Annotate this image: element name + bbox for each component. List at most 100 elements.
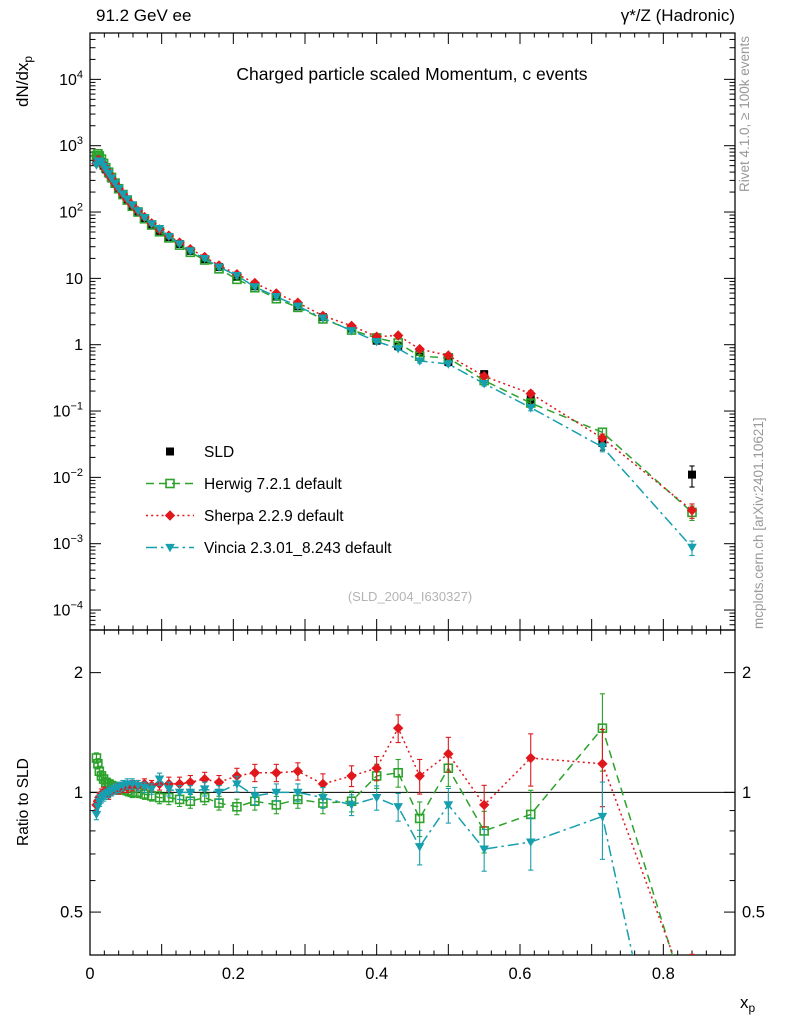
data-marker <box>393 767 403 778</box>
data-marker <box>232 271 242 281</box>
x-axis-tick-label: 0.6 <box>509 965 532 983</box>
data-marker <box>122 195 133 204</box>
y-axis-tick-label: 102 <box>59 202 83 222</box>
series-line <box>95 152 693 513</box>
data-marker <box>443 748 454 760</box>
ratio-tick-label: 1 <box>742 784 751 802</box>
y-axis-label-ratio: Ratio to SLD <box>15 758 32 846</box>
data-marker <box>525 388 536 399</box>
data-marker <box>525 838 536 847</box>
plot-title: Charged particle scaled Momentum, c even… <box>236 64 587 84</box>
y-axis-tick-label: 10−3 <box>53 533 83 553</box>
data-marker <box>393 803 403 812</box>
analysis-id-watermark: (SLD_2004_I630327) <box>348 589 472 604</box>
series-line <box>95 160 693 548</box>
data-marker <box>164 510 176 521</box>
main-panel-frame <box>89 32 736 631</box>
data-marker <box>687 543 697 553</box>
data-marker <box>118 190 128 199</box>
data-marker <box>597 812 608 822</box>
y-axis-tick-label: 10−1 <box>53 401 83 421</box>
data-marker <box>113 184 124 194</box>
data-marker <box>479 379 489 389</box>
data-marker <box>133 207 143 216</box>
data-marker <box>199 785 210 794</box>
ratio-tick-label: 1 <box>74 784 83 802</box>
data-marker <box>318 314 328 323</box>
data-marker <box>479 845 489 854</box>
data-marker <box>154 775 165 784</box>
data-marker <box>214 263 224 272</box>
y-axis-label-main: dN/dxp <box>13 56 35 107</box>
data-marker <box>414 770 425 782</box>
x-axis-label: xp <box>740 993 756 1015</box>
legend-label: Sherpa 2.2.9 default <box>204 508 344 525</box>
data-marker <box>443 801 454 810</box>
data-marker <box>154 792 165 803</box>
x-axis-tick-label: 0.8 <box>652 965 675 983</box>
data-marker <box>106 174 117 184</box>
data-marker <box>174 240 185 249</box>
data-marker <box>154 225 165 234</box>
ratio-panel-data <box>91 693 695 955</box>
data-marker <box>249 767 261 778</box>
data-marker <box>174 778 185 790</box>
main-panel-data <box>91 148 698 557</box>
y-axis-tick-label: 10 <box>65 271 83 288</box>
data-marker <box>139 214 150 223</box>
data-marker <box>146 785 157 794</box>
mcplots-citation-note: mcplots.cern.ch [arXiv:2401.10621] <box>751 417 766 629</box>
data-marker <box>392 722 404 734</box>
data-marker <box>317 778 329 790</box>
data-marker <box>91 810 102 820</box>
ratio-tick-label: 0.5 <box>742 904 765 922</box>
data-marker <box>597 758 608 769</box>
data-marker <box>293 302 303 312</box>
data-marker <box>525 404 536 413</box>
ratio-tick-label: 2 <box>74 664 83 682</box>
data-marker <box>127 201 138 210</box>
data-marker <box>174 788 185 798</box>
data-marker <box>414 357 425 366</box>
header-beam-energy: 91.2 GeV ee <box>96 6 191 25</box>
data-marker <box>688 470 696 479</box>
data-marker <box>443 360 454 369</box>
data-marker <box>525 752 536 764</box>
data-marker <box>214 788 224 798</box>
data-marker <box>250 792 260 801</box>
data-marker <box>213 777 225 788</box>
y-axis-tick-label: 103 <box>59 135 83 155</box>
data-marker <box>478 799 490 811</box>
ratio-series-line <box>95 726 674 955</box>
y-axis-tick-label: 1 <box>74 337 83 354</box>
rivet-version-note: Rivet 4.1.0, ≥ 100k events <box>737 36 752 192</box>
x-axis-tick-label: 0.2 <box>222 965 245 983</box>
data-marker <box>165 478 175 489</box>
x-axis-label-sub: p <box>749 1001 756 1015</box>
data-marker <box>346 327 357 336</box>
data-marker <box>371 794 382 803</box>
data-marker <box>478 371 490 382</box>
data-marker <box>597 443 608 452</box>
data-marker <box>185 247 196 256</box>
data-marker <box>371 337 382 347</box>
data-marker <box>271 788 282 798</box>
data-marker <box>139 783 150 793</box>
data-marker <box>164 232 174 242</box>
data-marker <box>292 766 304 777</box>
data-marker <box>414 343 425 355</box>
data-marker <box>318 794 328 803</box>
data-marker <box>199 254 210 264</box>
data-marker <box>393 344 403 354</box>
data-marker <box>91 753 102 763</box>
legend-label: SLD <box>204 444 234 461</box>
data-marker <box>597 433 608 444</box>
data-marker <box>165 543 175 553</box>
data-marker <box>443 350 454 361</box>
data-marker <box>166 447 174 456</box>
ratio-tick-label: 0.5 <box>60 904 83 922</box>
data-marker <box>414 843 425 852</box>
